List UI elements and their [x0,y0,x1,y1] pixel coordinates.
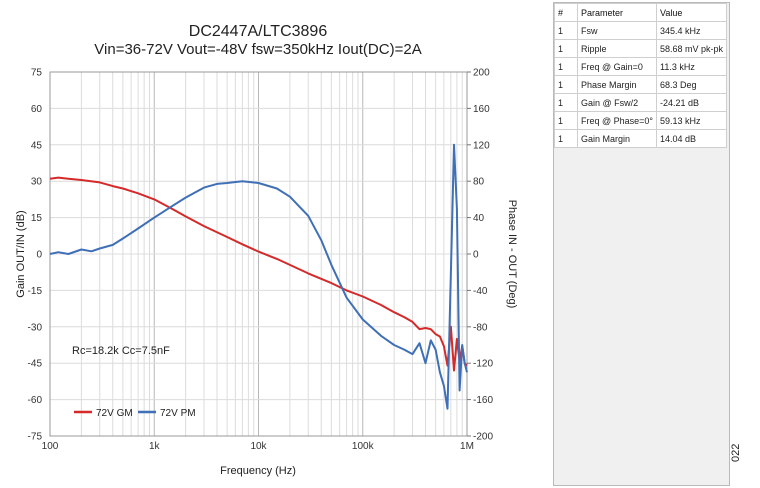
row-index: 1 [554,57,578,76]
y-left-tick-label: -45 [28,359,43,370]
row-index: 1 [554,21,578,40]
y-right-tick-label: 200 [473,68,490,79]
table-row[interactable]: 1 Gain @ Fsw/2 -24.21 dB [554,93,728,112]
header-parameter[interactable]: Parameter [576,3,658,22]
chart-subtitle: Vin=36-72V Vout=-48V fsw=350kHz Iout(DC)… [94,41,421,58]
y-right-tick-label: -200 [473,432,493,443]
header-value[interactable]: Value [656,3,728,22]
y-left-tick-label: -60 [28,395,43,406]
y-axis-right-label: Phase IN - OUT (Deg) [506,200,518,309]
x-tick-label: 100 [42,441,59,452]
table-row[interactable]: 1 Ripple 58.68 mV pk-pk [554,39,728,58]
bode-plot-chart: DC2447A/LTC3896 Vin=36-72V Vout=-48V fsw… [15,23,518,477]
y-right-tick-label: -80 [473,322,488,333]
row-value: 345.4 kHz [656,21,728,40]
row-parameter: Ripple [576,39,658,58]
row-parameter: Freq @ Gain=0 [576,57,658,76]
axis-ticks: 100 1k 10k 100k 1M 75 60 45 30 15 0 -15 -30 -45 -60 -75… [28,68,494,453]
parameter-table: # Parameter Value 1 Fsw 345.4 kHz 1 Ripp… [554,3,728,148]
row-parameter: Gain Margin [576,129,658,148]
y-left-tick-label: 0 [36,250,42,261]
x-tick-label: 1k [149,441,161,452]
y-left-tick-label: 30 [31,177,43,188]
series-line-72v-pm [49,143,468,410]
row-value: 68.3 Deg [656,75,728,94]
table-row[interactable]: 1 Freq @ Phase=0° 59.13 kHz [554,111,728,130]
row-value: 11.3 kHz [656,57,728,76]
header-index[interactable]: # [554,3,578,22]
row-parameter: Freq @ Phase=0° [576,111,658,130]
y-right-tick-label: -120 [473,359,493,370]
y-left-tick-label: 75 [31,68,43,79]
y-right-tick-label: 160 [473,104,490,115]
figure-number: 022 [730,443,742,462]
x-tick-label: 1M [460,441,474,452]
legend: 72V GM 72V PM [74,408,196,419]
y-left-tick-label: 45 [31,140,43,151]
row-index: 1 [554,111,578,130]
grid [49,71,467,437]
parameter-panel: # Parameter Value 1 Fsw 345.4 kHz 1 Ripp… [553,2,730,486]
y-axis-left-label: Gain OUT/IN (dB) [15,210,27,297]
row-value: 59.13 kHz [656,111,728,130]
row-value: 58.68 mV pk-pk [656,39,728,58]
y-left-tick-label: -15 [28,286,43,297]
table-row[interactable]: 1 Freq @ Gain=0 11.3 kHz [554,57,728,76]
legend-label-72v-gm: 72V GM [96,408,133,419]
row-parameter: Fsw [576,21,658,40]
y-right-tick-label: 80 [473,177,485,188]
compensation-annotation: Rc=18.2k Cc=7.5nF [72,345,170,357]
y-right-tick-label: 120 [473,140,490,151]
row-index: 1 [554,39,578,58]
row-value: 14.04 dB [656,129,728,148]
row-parameter: Phase Margin [576,75,658,94]
table-row[interactable]: 1 Gain Margin 14.04 dB [554,129,728,148]
y-right-tick-label: -40 [473,286,488,297]
chart-title: DC2447A/LTC3896 [189,23,328,40]
row-index: 1 [554,93,578,112]
y-left-tick-label: -75 [28,432,43,443]
table-row[interactable]: 1 Phase Margin 68.3 Deg [554,75,728,94]
y-right-tick-label: 40 [473,213,485,224]
row-parameter: Gain @ Fsw/2 [576,93,658,112]
x-tick-label: 100k [352,441,375,452]
y-left-tick-label: 60 [31,104,43,115]
y-left-tick-label: -30 [28,322,43,333]
y-right-tick-label: -160 [473,395,493,406]
row-index: 1 [554,75,578,94]
x-axis-label: Frequency (Hz) [220,465,296,477]
row-index: 1 [554,129,578,148]
y-left-tick-label: 15 [31,213,43,224]
row-value: -24.21 dB [656,93,728,112]
table-row[interactable]: 1 Fsw 345.4 kHz [554,21,728,40]
x-tick-label: 10k [250,441,267,452]
legend-label-72v-pm: 72V PM [160,408,196,419]
series-lines [49,143,468,410]
y-right-tick-label: 0 [473,250,479,261]
table-header-row: # Parameter Value [554,3,728,22]
